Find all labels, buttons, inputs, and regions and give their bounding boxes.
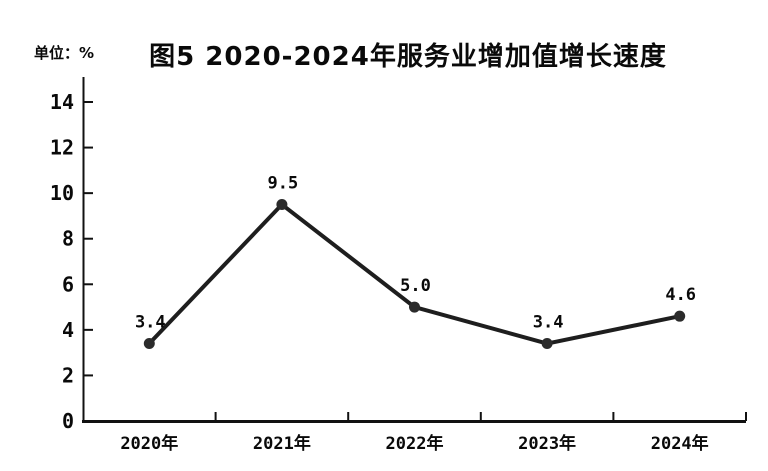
chart-title: 图5 2020-2024年服务业增加值增长速度 bbox=[149, 42, 667, 72]
data-point-marker bbox=[409, 301, 420, 313]
y-tick-label: 10 bbox=[50, 181, 74, 205]
data-point-marker bbox=[674, 310, 686, 322]
data-point-marker bbox=[276, 199, 288, 211]
x-tick-label: 2022年 bbox=[386, 433, 444, 454]
data-point-marker bbox=[541, 338, 553, 350]
data-point-label: 3.4 bbox=[135, 313, 166, 333]
y-tick-label: 6 bbox=[62, 272, 74, 296]
series-line bbox=[147, 201, 682, 346]
data-point-label: 3.4 bbox=[533, 313, 564, 333]
data-point-label: 9.5 bbox=[268, 174, 299, 194]
unit-label: 单位：% bbox=[34, 44, 95, 62]
y-tick-label: 8 bbox=[62, 227, 74, 251]
x-tick-label: 2023年 bbox=[518, 433, 576, 454]
x-tick-label: 2024年 bbox=[651, 433, 709, 454]
y-tick-label: 12 bbox=[50, 136, 74, 160]
y-tick-label: 2 bbox=[62, 363, 74, 387]
data-point-label: 4.6 bbox=[665, 285, 696, 305]
y-tick-label: 0 bbox=[62, 409, 74, 433]
x-tick-label: 2020年 bbox=[120, 433, 178, 454]
data-point-label: 5.0 bbox=[400, 276, 431, 296]
data-point-marker bbox=[143, 338, 155, 350]
y-tick-label: 4 bbox=[62, 318, 74, 342]
x-tick-label: 2021年 bbox=[253, 433, 311, 454]
y-tick-label: 14 bbox=[50, 90, 74, 114]
